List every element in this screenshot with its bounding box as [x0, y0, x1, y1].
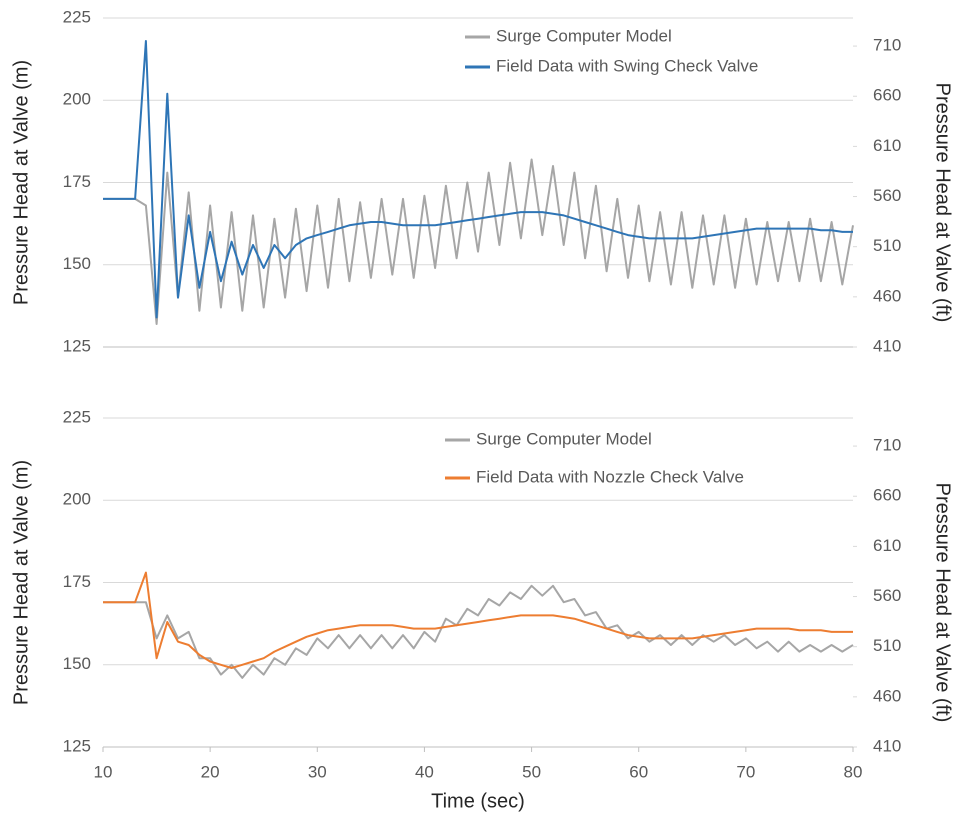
- y2-tick-label: 410: [873, 336, 901, 355]
- y2-tick-label: 560: [873, 586, 901, 605]
- y-tick-label: 150: [63, 654, 91, 673]
- y-axis-label: Pressure Head at Valve (m): [10, 460, 32, 705]
- y2-tick-label: 610: [873, 536, 901, 555]
- x-tick-label: 10: [94, 762, 113, 781]
- series-line: [103, 158, 854, 325]
- x-tick-label: 30: [308, 762, 327, 781]
- legend-label: Field Data with Swing Check Valve: [496, 56, 758, 75]
- y-axis-label: Pressure Head at Valve (m): [10, 60, 32, 305]
- y-tick-label: 175: [63, 572, 91, 591]
- y2-tick-label: 660: [873, 486, 901, 505]
- y-tick-label: 200: [63, 90, 91, 109]
- x-tick-label: 60: [629, 762, 648, 781]
- y-tick-label: 125: [63, 736, 91, 755]
- y2-axis-label: Pressure Head at Valve (ft): [932, 483, 954, 723]
- y2-tick-label: 610: [873, 136, 901, 155]
- y2-tick-label: 710: [873, 436, 901, 455]
- legend-label: Surge Computer Model: [496, 26, 672, 45]
- x-tick-label: 50: [522, 762, 541, 781]
- x-tick-label: 70: [736, 762, 755, 781]
- y-tick-label: 125: [63, 336, 91, 355]
- y-tick-label: 225: [63, 407, 91, 426]
- legend-label: Field Data with Nozzle Check Valve: [476, 467, 744, 486]
- legend-label: Surge Computer Model: [476, 429, 652, 448]
- y2-tick-label: 460: [873, 286, 901, 305]
- series-line: [103, 40, 853, 319]
- y2-tick-label: 710: [873, 36, 901, 55]
- y-tick-label: 150: [63, 254, 91, 273]
- series-line: [103, 571, 853, 669]
- y2-tick-label: 510: [873, 236, 901, 255]
- y-tick-label: 225: [63, 7, 91, 26]
- x-axis-label: Time (sec): [431, 790, 525, 812]
- series-line: [103, 584, 854, 679]
- y2-axis-label: Pressure Head at Valve (ft): [932, 83, 954, 323]
- x-tick-label: 80: [844, 762, 863, 781]
- y2-tick-label: 560: [873, 186, 901, 205]
- y2-tick-label: 660: [873, 86, 901, 105]
- y-tick-label: 200: [63, 490, 91, 509]
- x-tick-label: 40: [415, 762, 434, 781]
- y-tick-label: 175: [63, 172, 91, 191]
- y2-tick-label: 410: [873, 736, 901, 755]
- y2-tick-label: 460: [873, 686, 901, 705]
- x-tick-label: 20: [201, 762, 220, 781]
- y2-tick-label: 510: [873, 636, 901, 655]
